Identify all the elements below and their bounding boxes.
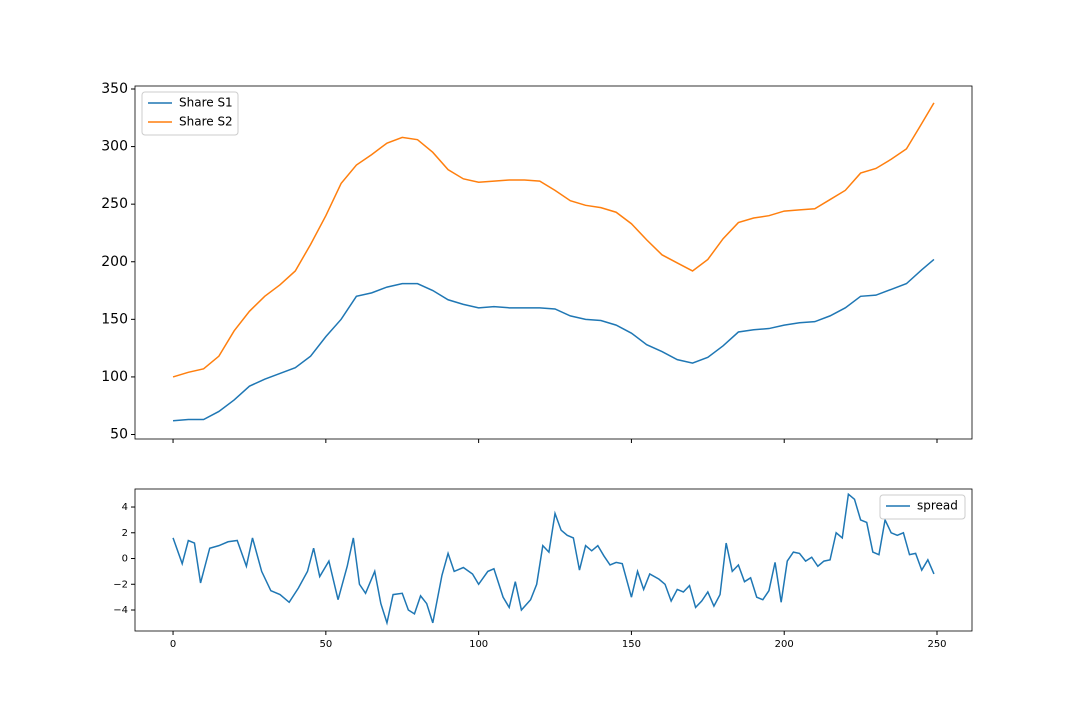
y-tick-label: 100 — [101, 369, 128, 385]
y-tick-label: 250 — [101, 196, 128, 212]
y-tick-label: −4 — [113, 605, 128, 616]
y-tick-label: 350 — [101, 81, 128, 97]
x-tick-label: 150 — [622, 639, 641, 650]
y-tick-label: 4 — [122, 502, 128, 513]
y-tick-label: −2 — [113, 579, 128, 590]
y-tick-label: 0 — [122, 554, 128, 565]
x-tick-label: 250 — [927, 639, 946, 650]
y-tick-label: 150 — [101, 311, 128, 327]
x-tick-label: 0 — [170, 639, 176, 650]
line — [172, 492, 935, 626]
legend-label: spread — [917, 499, 958, 513]
line — [172, 102, 935, 378]
legend-box — [879, 494, 966, 520]
x-tick-label: 100 — [469, 639, 488, 650]
axes-frame — [134, 488, 973, 632]
y-tick-label: 2 — [122, 528, 128, 539]
axes-frame — [134, 85, 973, 440]
line — [172, 258, 935, 422]
legend-label: Share S2 — [179, 115, 233, 129]
x-tick-label: 200 — [775, 639, 794, 650]
y-tick-label: 300 — [101, 139, 128, 155]
y-tick-label: 200 — [101, 254, 128, 270]
legend-label: Share S1 — [179, 96, 233, 110]
y-tick-label: 50 — [110, 427, 128, 443]
x-tick-label: 50 — [319, 639, 332, 650]
